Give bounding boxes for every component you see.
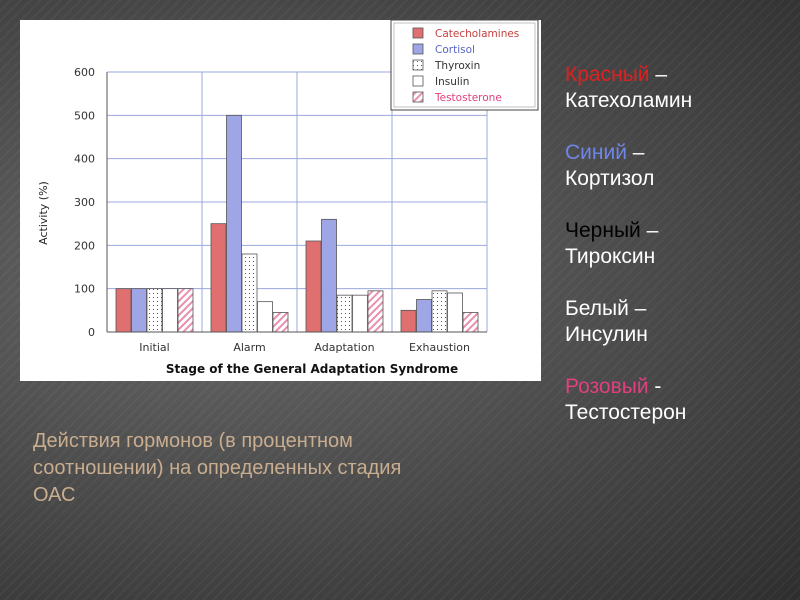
y-axis-label: Activity (%) bbox=[37, 181, 50, 245]
axes: 0 100 200 300 400 500 600 Initial Alarm Adaptatio… bbox=[74, 66, 487, 354]
x-tick-label: Alarm bbox=[233, 341, 265, 354]
caption: Действия гормонов (в процентном соотноше… bbox=[33, 430, 402, 506]
bar-cortisol-initial bbox=[131, 288, 147, 333]
bar-cortisol-adaptation bbox=[321, 218, 337, 333]
y-tick-label: 400 bbox=[74, 153, 95, 166]
legend-color-row: Синий – bbox=[565, 140, 785, 166]
bar-testosterone-initial bbox=[177, 288, 194, 333]
bar-testosterone-adaptation bbox=[367, 290, 384, 333]
bar-testosterone-alarm bbox=[272, 312, 289, 333]
bar-catecholamines-initial bbox=[115, 288, 132, 333]
bar-thyroxin-exhaustion bbox=[431, 290, 448, 333]
legend-inner-border bbox=[393, 22, 536, 108]
color-legend: Красный – Катехоламин Синий – Кортизол Черны… bbox=[565, 62, 785, 452]
legend-color-word: Синий bbox=[565, 141, 627, 164]
x-tick-label: Initial bbox=[139, 341, 169, 354]
y-tick-label: 500 bbox=[74, 109, 95, 122]
legend-hormone-name: Кортизол bbox=[565, 167, 655, 190]
x-axis-label: Stage of the General Adaptation Syndrome bbox=[166, 362, 458, 376]
y-tick-label: 300 bbox=[74, 196, 95, 209]
legend-color-row: Белый – bbox=[565, 296, 785, 322]
legend-hormone-name: Инсулин bbox=[565, 323, 648, 346]
legend-color-word: Красный bbox=[565, 63, 650, 86]
chart-legend: Catecholamines Cortisol Thyroxin Insulin Tes… bbox=[390, 20, 539, 111]
legend-entry: Розовый - Тестостерон bbox=[565, 374, 785, 426]
bars bbox=[115, 114, 479, 333]
y-tick-label: 200 bbox=[74, 239, 95, 252]
legend-dash: – bbox=[626, 141, 645, 164]
bar-insulin-exhaustion bbox=[447, 292, 463, 333]
legend-hormone-name: Тестостерон bbox=[565, 401, 687, 424]
chart-panel: 0 100 200 300 400 500 600 Initial Alarm Adaptatio… bbox=[20, 20, 541, 381]
legend-color-row: Розовый - bbox=[565, 374, 785, 400]
bar-insulin-initial bbox=[162, 288, 178, 333]
bar-insulin-alarm bbox=[257, 301, 273, 333]
y-tick-label: 600 bbox=[74, 66, 95, 79]
bar-catecholamines-adaptation bbox=[305, 240, 322, 333]
bar-insulin-adaptation bbox=[352, 294, 368, 333]
legend-hormone-name: Катехоламин bbox=[565, 89, 693, 112]
legend-color-word: Розовый bbox=[565, 375, 649, 398]
legend-label-testosterone: Testosterone bbox=[434, 92, 502, 104]
legend-swatch-testosterone bbox=[412, 91, 424, 103]
legend-swatch-catecholamines bbox=[412, 27, 424, 39]
legend-label-catecholamines: Catecholamines bbox=[435, 28, 519, 40]
legend-entry: Красный – Катехоламин bbox=[565, 62, 785, 114]
legend-swatch-thyroxin bbox=[412, 59, 424, 71]
x-tick-label: Exhaustion bbox=[409, 341, 470, 354]
legend-color-row: Красный – bbox=[565, 62, 785, 88]
bar-cortisol-exhaustion bbox=[416, 299, 432, 333]
bar-thyroxin-adaptation bbox=[336, 294, 353, 333]
x-tick-label: Adaptation bbox=[314, 341, 374, 354]
legend-label-thyroxin: Thyroxin bbox=[434, 60, 480, 72]
legend-swatch-cortisol bbox=[412, 43, 424, 55]
legend-hormone-name: Тироксин bbox=[565, 245, 656, 268]
bar-thyroxin-alarm bbox=[241, 253, 258, 333]
legend-label-cortisol: Cortisol bbox=[435, 44, 475, 56]
legend-dash: – bbox=[628, 297, 647, 320]
bar-cortisol-alarm bbox=[226, 114, 242, 333]
legend-entry: Черный – Тироксин bbox=[565, 218, 785, 270]
legend-color-row: Черный – bbox=[565, 218, 785, 244]
bar-testosterone-exhaustion bbox=[462, 312, 479, 333]
y-tick-label: 0 bbox=[88, 326, 95, 339]
y-tick-label: 100 bbox=[74, 283, 95, 296]
legend-dash: – bbox=[649, 63, 668, 86]
legend-dash: – bbox=[640, 219, 659, 242]
bar-catecholamines-exhaustion bbox=[400, 309, 417, 333]
legend-entry: Белый – Инсулин bbox=[565, 296, 785, 348]
legend-dash: - bbox=[648, 375, 662, 398]
legend-label-insulin: Insulin bbox=[435, 76, 469, 88]
legend-swatch-insulin bbox=[412, 75, 424, 87]
legend-color-word: Черный bbox=[565, 219, 641, 242]
bar-catecholamines-alarm bbox=[210, 223, 227, 333]
legend-entry: Синий – Кортизол bbox=[565, 140, 785, 192]
bar-thyroxin-initial bbox=[146, 288, 163, 333]
bar-chart: 0 100 200 300 400 500 600 Initial Alarm Adaptatio… bbox=[37, 20, 539, 376]
legend-color-word: Белый bbox=[565, 297, 629, 320]
